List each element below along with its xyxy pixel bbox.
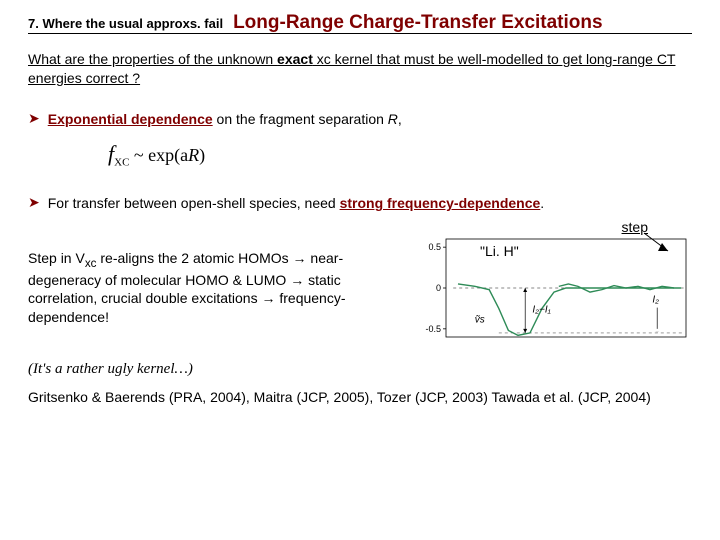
b2-pre: For transfer between open-shell species,…	[48, 195, 340, 211]
svg-text:I₂−I₁: I₂−I₁	[532, 305, 550, 316]
bullet-1: ➤ Exponential dependence on the fragment…	[28, 110, 692, 129]
svg-text:I₂: I₂	[652, 295, 659, 306]
svg-text:ṽs: ṽs	[475, 314, 485, 325]
bullet-marker-icon: ➤	[28, 110, 40, 127]
arrow-down-icon	[640, 229, 676, 259]
b1-var: R	[388, 111, 398, 127]
arrow-right-icon: →	[261, 290, 275, 306]
b2-key: strong frequency-dependence	[340, 195, 541, 211]
svg-text:0: 0	[436, 283, 441, 293]
bullet-2: ➤ For transfer between open-shell specie…	[28, 194, 692, 213]
potential-chart: step "Li. H" 0.50-0.5I₂−I₁I₂ṽs	[412, 221, 692, 351]
exp-vsub: xc	[85, 257, 97, 270]
page-title: Long-Range Charge-Transfer Excitations	[233, 12, 603, 34]
formula-sub: XC	[114, 156, 129, 168]
question-text: What are the properties of the unknown e…	[28, 50, 692, 88]
b1-tail: ,	[398, 111, 402, 127]
b1-key: Exponential dependence	[48, 111, 213, 127]
ugly-remark: (It's a rather ugly kernel…)	[28, 361, 692, 378]
svg-text:-0.5: -0.5	[425, 324, 441, 334]
formula-fxc: fXC ~ exp(aR)	[108, 141, 692, 169]
q-prefix: What are the properties of the unknown	[28, 51, 277, 67]
title-rule	[28, 33, 692, 34]
exp-l1: Step in V	[28, 250, 85, 266]
q-exact: exact	[277, 51, 313, 67]
bullet-2-text: For transfer between open-shell species,…	[48, 194, 544, 213]
bullet-marker-icon: ➤	[28, 194, 40, 211]
svg-text:0.5: 0.5	[428, 242, 441, 252]
formula-close: )	[199, 145, 205, 165]
arrow-right-icon: →	[293, 250, 307, 266]
formula-rel: ~ exp(a	[129, 145, 188, 165]
b2-tail: .	[540, 195, 544, 211]
arrow-right-icon: →	[290, 272, 304, 288]
section-number: 7. Where the usual approxs. fail	[28, 16, 223, 31]
references: Gritsenko & Baerends (PRA, 2004), Maitra…	[28, 388, 692, 406]
bullet-1-text: Exponential dependence on the fragment s…	[48, 110, 402, 129]
b1-post: on the fragment separation	[213, 111, 388, 127]
lih-label: "Li. H"	[480, 243, 519, 259]
formula-var: R	[188, 145, 199, 165]
explain-paragraph: Step in Vxc re-aligns the 2 atomic HOMOs…	[28, 221, 398, 326]
exp-l1b: re-aligns the 2 atomic HOMOs	[96, 250, 292, 266]
